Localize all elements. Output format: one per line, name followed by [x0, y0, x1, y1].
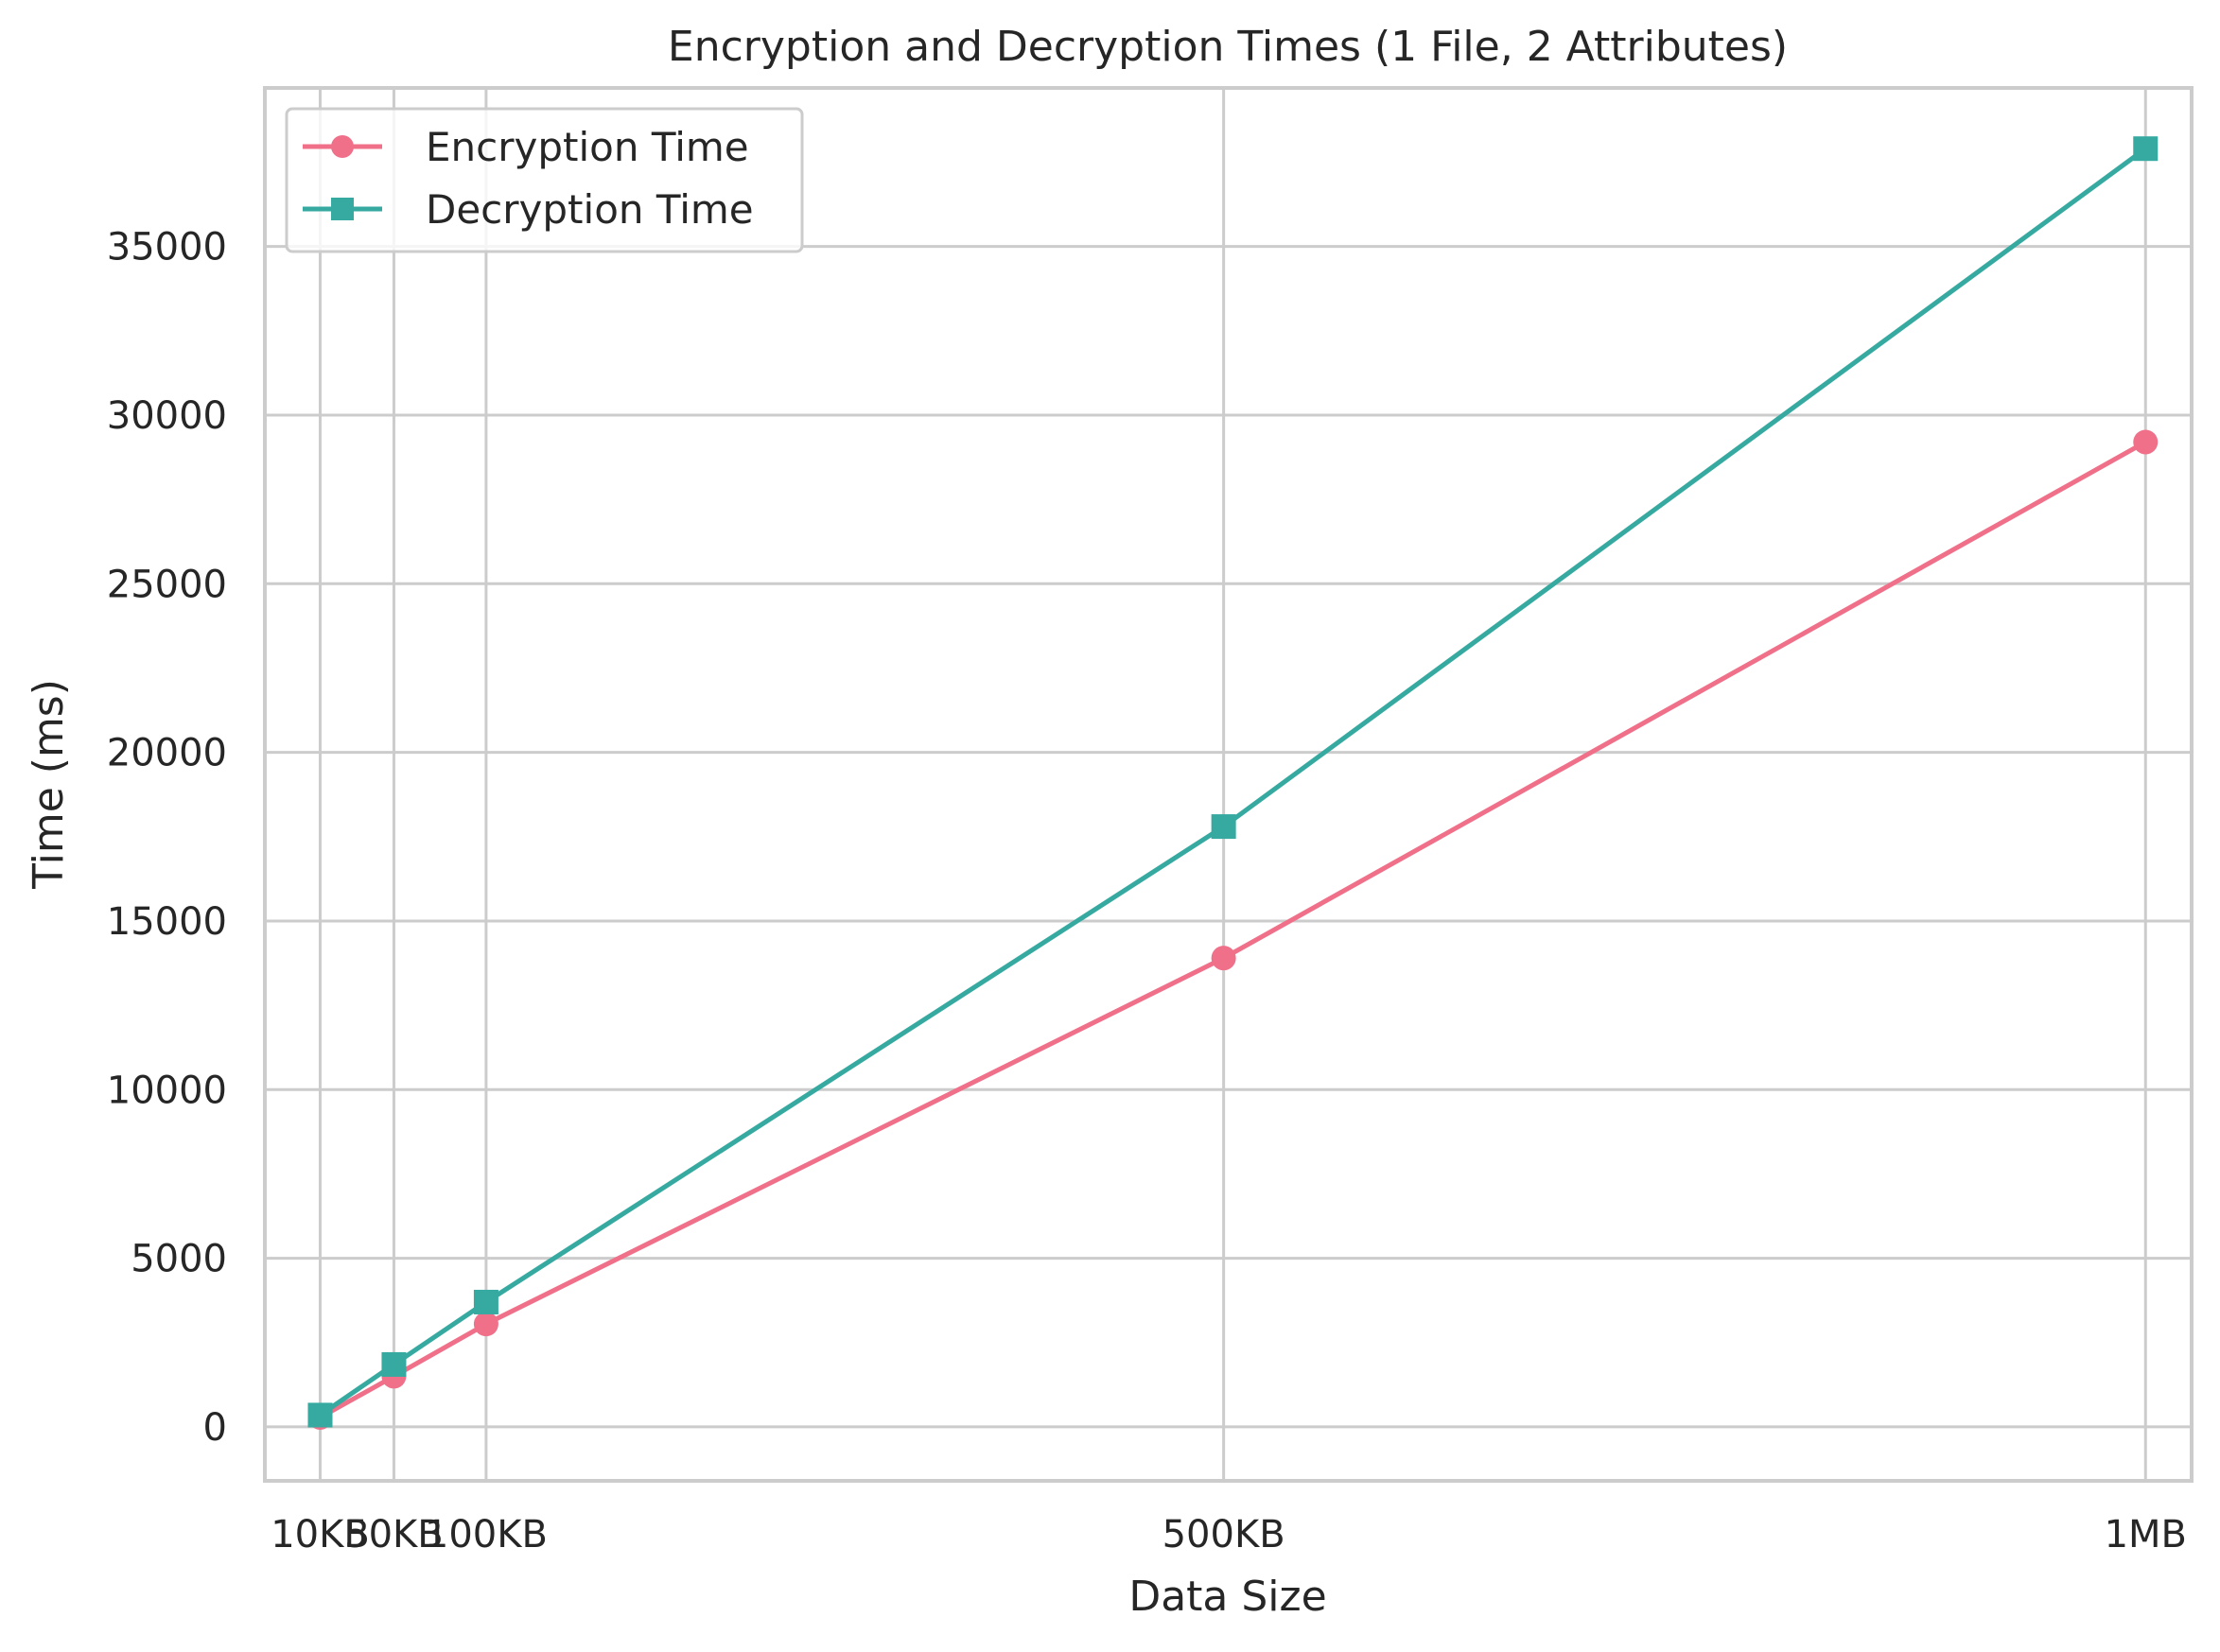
y-tick-label-0: 0 [203, 1406, 227, 1450]
chart-title: Encryption and Decryption Times (1 File,… [668, 23, 1788, 71]
legend-marker-square [331, 198, 354, 220]
y-tick-label-7: 35000 [107, 226, 227, 270]
series-1-point-0 [307, 1402, 333, 1428]
x-tick-label-2: 100KB [425, 1513, 548, 1556]
y-tick-label-3: 15000 [107, 900, 227, 944]
legend: Encryption Time Decryption Time [285, 107, 804, 253]
y-tick-label-2: 10000 [107, 1069, 227, 1112]
series-1-point-4 [2133, 136, 2159, 162]
x-tick-label-4: 1MB [2105, 1513, 2187, 1556]
y-tick-label-4: 20000 [107, 732, 227, 775]
x-tick-label-1: 50KB [344, 1513, 444, 1556]
y-tick-label-5: 25000 [107, 563, 227, 606]
x-axis-label: Data Size [1128, 1573, 1326, 1621]
plot-frame [263, 86, 2194, 1483]
x-tick-label-0: 10KB [271, 1513, 370, 1556]
legend-label-encryption: Encryption Time [426, 124, 749, 170]
grid-layer [265, 88, 2192, 1481]
series-1-point-2 [473, 1289, 498, 1314]
y-tick-label-6: 30000 [107, 394, 227, 438]
y-tick-label-1: 5000 [131, 1238, 227, 1281]
legend-label-decryption: Decryption Time [426, 186, 754, 233]
series-0-point-3 [1211, 946, 1236, 971]
x-tick-label-3: 500KB [1162, 1513, 1285, 1556]
series-0-point-4 [2133, 429, 2159, 455]
series-1-point-3 [1211, 814, 1236, 840]
y-axis-label: Time (ms) [25, 679, 73, 890]
plot-layer [307, 136, 2159, 1430]
series-1-point-1 [381, 1351, 407, 1377]
legend-box [285, 107, 804, 253]
legend-marker-circle [331, 135, 354, 158]
series-0-point-2 [473, 1312, 498, 1337]
